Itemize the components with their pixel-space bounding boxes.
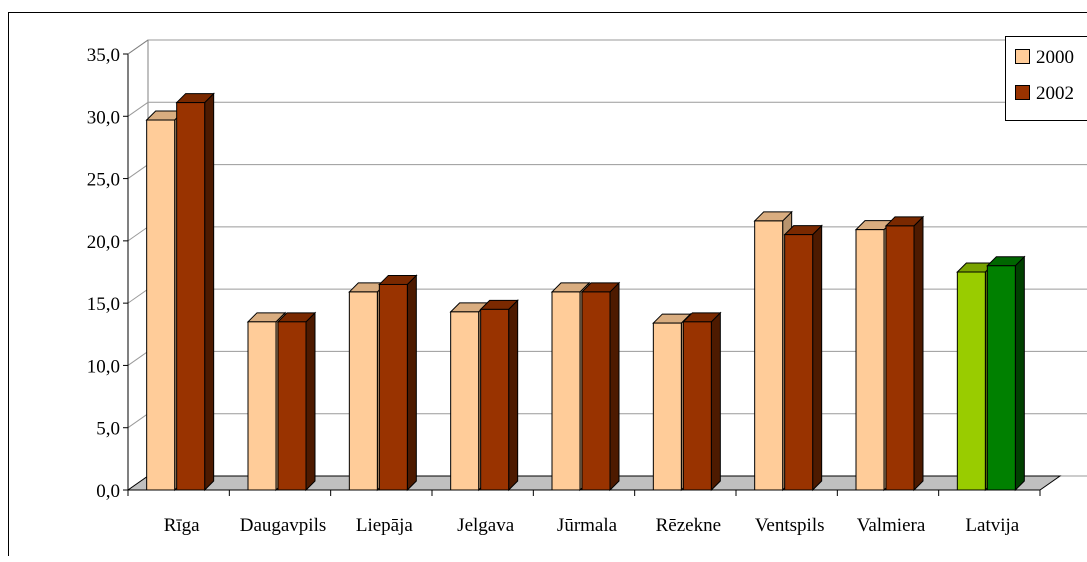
bar-front bbox=[885, 225, 915, 491]
bar bbox=[175, 92, 215, 492]
x-tick-label: Valmiera bbox=[857, 515, 926, 536]
bar-front bbox=[146, 119, 176, 491]
gridline-side bbox=[127, 288, 149, 304]
bar bbox=[276, 311, 317, 492]
y-tick-label: 0,0 bbox=[96, 481, 120, 502]
bar-front bbox=[176, 102, 206, 491]
bar-side bbox=[204, 92, 215, 492]
y-tick-label: 35,0 bbox=[87, 45, 120, 66]
y-tick-label: 15,0 bbox=[87, 294, 120, 315]
bar-front bbox=[277, 321, 307, 491]
bar-front bbox=[956, 271, 986, 491]
bar-front bbox=[551, 291, 581, 491]
axes bbox=[123, 39, 1041, 496]
bar-front bbox=[450, 311, 480, 491]
bar-front bbox=[581, 291, 611, 491]
bar-front bbox=[378, 283, 408, 491]
gridline-side bbox=[127, 351, 149, 366]
x-tick-label: Liepāja bbox=[356, 515, 414, 536]
bar-front bbox=[682, 321, 712, 491]
bar-side bbox=[508, 299, 519, 492]
bar-side bbox=[1014, 255, 1025, 492]
y-tick-label: 5,0 bbox=[96, 419, 120, 440]
x-tick-label: Rīga bbox=[164, 515, 200, 536]
bar bbox=[378, 274, 418, 492]
bar bbox=[956, 261, 996, 492]
y-axis-top-edge bbox=[127, 39, 149, 55]
bar-side bbox=[609, 281, 620, 492]
bar bbox=[479, 299, 519, 492]
legend-swatch bbox=[1015, 49, 1030, 64]
bar bbox=[783, 224, 823, 492]
bars bbox=[145, 92, 1026, 492]
legend-label: 2002 bbox=[1036, 83, 1074, 104]
gridline-side bbox=[127, 164, 149, 179]
x-tick-label: Daugavpils bbox=[240, 515, 327, 536]
x-tick-label: Jūrmala bbox=[557, 515, 618, 536]
gridline-side bbox=[127, 101, 149, 117]
legend: 2000 2002 bbox=[1005, 36, 1087, 121]
gridline-side bbox=[127, 413, 149, 429]
bar-front bbox=[855, 229, 885, 491]
bar-front bbox=[784, 234, 814, 491]
legend-label: 2000 bbox=[1036, 47, 1074, 68]
bar-front bbox=[348, 291, 378, 491]
bar-side bbox=[406, 274, 417, 492]
y-tick-label: 25,0 bbox=[87, 170, 120, 191]
bar-front bbox=[247, 321, 277, 491]
x-tick-label: Rēzekne bbox=[656, 515, 721, 536]
chart-frame-border bbox=[8, 12, 1087, 556]
bar bbox=[986, 255, 1026, 492]
bar-side bbox=[305, 311, 316, 492]
x-tick-label: Ventspils bbox=[755, 515, 825, 536]
bar bbox=[580, 281, 621, 492]
bar-side bbox=[913, 215, 924, 492]
legend-swatch bbox=[1015, 85, 1030, 100]
y-tick-label: 20,0 bbox=[87, 232, 120, 253]
x-tick-label: Jelgava bbox=[457, 515, 515, 536]
x-tick-label: Latvija bbox=[965, 515, 1019, 536]
gridline-side bbox=[127, 226, 149, 242]
y-tick-label: 30,0 bbox=[87, 107, 120, 128]
bar-front bbox=[754, 220, 784, 491]
bar-side bbox=[812, 224, 823, 492]
bar-front bbox=[986, 265, 1016, 491]
bar-front bbox=[480, 308, 510, 491]
bar bbox=[682, 311, 722, 492]
bar-side bbox=[710, 311, 721, 492]
bar-front bbox=[652, 322, 682, 491]
y-tick-labels: 0,0 5,0 10,0 15,0 20,0 25,0 30,0 35,0 bbox=[87, 45, 120, 502]
x-tick-labels: Rīga Daugavpils Liepāja Jelgava Jūrmala Rēzek… bbox=[164, 515, 1020, 536]
y-tick-label: 10,0 bbox=[87, 356, 120, 377]
bar bbox=[884, 215, 925, 492]
